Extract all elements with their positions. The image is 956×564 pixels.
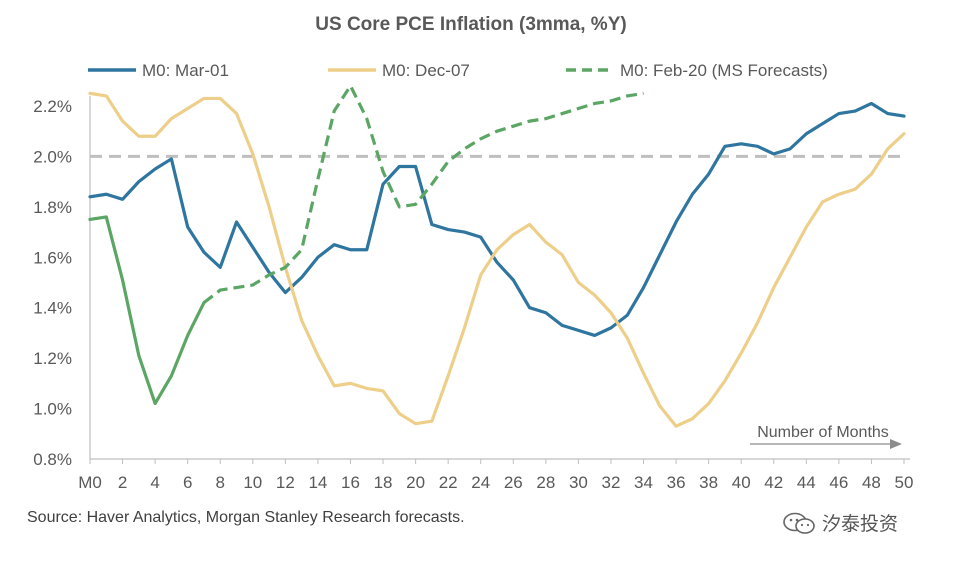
x-tick-label: 42 — [764, 473, 783, 492]
x-tick-label: 8 — [216, 473, 225, 492]
x-axis-annotation: Number of Months — [757, 424, 889, 441]
x-tick-label: M0 — [78, 473, 102, 492]
x-tick-label: 28 — [536, 473, 555, 492]
y-tick-label: 2.0% — [33, 147, 72, 166]
series-2-line — [88, 91, 906, 428]
axes: 0.8%1.0%1.2%1.4%1.6%1.8%2.0%2.2%M0 2 4 6 8 10… — [33, 96, 913, 492]
x-tick-label: 12 — [276, 473, 295, 492]
x-tick-label: 34 — [634, 473, 653, 492]
watermark-text: 汐泰投资 — [822, 514, 899, 535]
y-tick-label: 1.8% — [33, 198, 72, 217]
series-1-line — [88, 101, 906, 338]
y-tick-label: 1.4% — [33, 299, 72, 318]
x-tick-label: 50 — [895, 473, 914, 492]
y-tick-label: 1.0% — [33, 400, 72, 419]
x-tick-label: 22 — [439, 473, 458, 492]
y-tick-label: 0.8% — [33, 450, 72, 469]
x-tick-label: 2 — [118, 473, 127, 492]
series-3-line-actual — [88, 215, 206, 406]
legend-label-1: M0: Mar-01 — [142, 61, 229, 80]
chart-title: US Core PCE Inflation (3mma, %Y) — [315, 14, 626, 35]
x-tick-label: 40 — [732, 473, 751, 492]
x-tick-label: 48 — [862, 473, 881, 492]
x-tick-label: 36 — [667, 473, 686, 492]
source-note: Source: Haver Analytics, Morgan Stanley … — [27, 509, 465, 526]
y-tick-label: 1.6% — [33, 248, 72, 267]
x-tick-label: 30 — [569, 473, 588, 492]
y-tick-label: 1.2% — [33, 349, 72, 368]
legend-label-3: M0: Feb-20 (MS Forecasts) — [620, 61, 828, 80]
series-layer — [88, 84, 906, 428]
series-3-line-forecast — [202, 84, 644, 304]
x-tick-label: 26 — [504, 473, 523, 492]
x-tick-label: 4 — [150, 473, 159, 492]
x-tick-label: 6 — [183, 473, 192, 492]
wechat-icon — [783, 512, 815, 534]
watermark: 汐泰投资 — [782, 509, 898, 536]
x-tick-label: 20 — [406, 473, 425, 492]
x-tick-label: 18 — [374, 473, 393, 492]
legend: M0: Mar-01 M0: Dec-07 M0: Feb-20 (MS Forec… — [88, 61, 828, 80]
x-tick-label: 46 — [829, 473, 848, 492]
x-tick-label: 16 — [341, 473, 360, 492]
x-tick-label: 44 — [797, 473, 816, 492]
legend-label-2: M0: Dec-07 — [382, 61, 470, 80]
x-tick-label: 24 — [471, 473, 490, 492]
x-tick-label: 14 — [308, 473, 327, 492]
x-tick-label: 38 — [699, 473, 718, 492]
x-tick-label: 10 — [243, 473, 262, 492]
annotation-layer: Number of Months — [750, 424, 902, 449]
annotation-arrow-head — [890, 439, 902, 449]
x-tick-label: 32 — [601, 473, 620, 492]
y-tick-label: 2.2% — [33, 97, 72, 116]
